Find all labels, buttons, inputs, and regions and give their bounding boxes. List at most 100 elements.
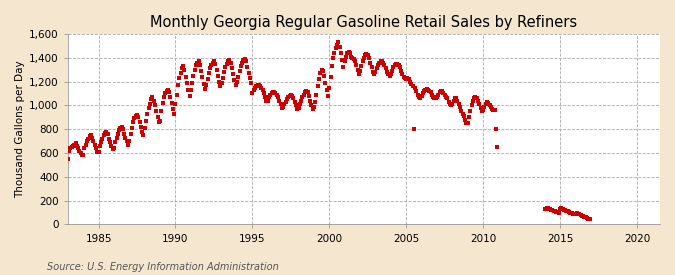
Point	[65, 146, 76, 150]
Point	[308, 104, 319, 109]
Point	[294, 102, 305, 106]
Point	[70, 141, 81, 146]
Point	[130, 114, 141, 118]
Point	[404, 77, 414, 81]
Point	[454, 102, 464, 106]
Point	[179, 67, 190, 72]
Point	[350, 59, 360, 64]
Point	[101, 130, 111, 134]
Point	[69, 142, 80, 147]
Point	[79, 146, 90, 150]
Point	[163, 88, 173, 92]
Point	[455, 104, 466, 109]
Point	[187, 81, 198, 85]
Point	[394, 65, 405, 70]
Point	[200, 87, 211, 91]
Point	[317, 69, 328, 73]
Point	[292, 107, 302, 111]
Point	[565, 210, 576, 215]
Point	[269, 90, 279, 95]
Point	[176, 66, 187, 71]
Point	[560, 208, 570, 212]
Point	[211, 67, 222, 72]
Point	[543, 206, 554, 210]
Point	[298, 92, 309, 97]
Point	[274, 98, 285, 103]
Point	[215, 84, 225, 89]
Point	[173, 83, 184, 87]
Point	[329, 51, 340, 55]
Point	[383, 72, 394, 77]
Point	[297, 95, 308, 99]
Point	[147, 95, 158, 99]
Point	[90, 146, 101, 150]
Point	[358, 56, 369, 60]
Point	[354, 69, 365, 73]
Point	[233, 75, 244, 79]
Point	[186, 88, 196, 92]
Point	[202, 77, 213, 81]
Point	[223, 59, 234, 64]
Point	[253, 83, 264, 87]
Point	[561, 208, 572, 213]
Point	[279, 102, 290, 106]
Point	[397, 72, 408, 77]
Point	[571, 211, 582, 215]
Point	[286, 92, 296, 97]
Point	[391, 62, 402, 66]
Point	[328, 56, 339, 60]
Point	[434, 90, 445, 95]
Point	[406, 82, 416, 86]
Point	[113, 132, 124, 136]
Point	[557, 207, 568, 211]
Point	[234, 69, 245, 73]
Point	[214, 79, 225, 84]
Point	[414, 95, 425, 99]
Point	[225, 60, 236, 65]
Point	[198, 82, 209, 86]
Point	[133, 115, 144, 120]
Point	[450, 96, 460, 100]
Point	[157, 101, 168, 105]
Point	[280, 100, 291, 104]
Point	[89, 142, 100, 147]
Point	[242, 65, 252, 70]
Point	[542, 206, 553, 211]
Point	[439, 92, 450, 97]
Point	[478, 108, 489, 112]
Point	[415, 96, 426, 100]
Point	[307, 107, 318, 111]
Point	[161, 89, 172, 93]
Point	[468, 96, 479, 100]
Point	[140, 119, 151, 123]
Point	[82, 139, 92, 143]
Point	[324, 85, 335, 90]
Point	[464, 115, 475, 120]
Point	[396, 69, 406, 73]
Point	[102, 132, 113, 136]
Point	[293, 106, 304, 110]
Point	[109, 146, 119, 150]
Point	[418, 89, 429, 93]
Point	[259, 91, 269, 96]
Point	[92, 150, 103, 154]
Point	[246, 81, 256, 85]
Point	[219, 70, 230, 74]
Point	[120, 135, 131, 140]
Point	[371, 66, 382, 71]
Point	[267, 90, 278, 95]
Point	[420, 88, 431, 92]
Point	[442, 96, 453, 100]
Point	[148, 98, 159, 103]
Point	[364, 56, 375, 60]
Point	[263, 98, 273, 103]
Point	[271, 92, 282, 97]
Point	[303, 94, 314, 98]
Point	[492, 145, 503, 149]
Point	[444, 102, 455, 106]
Point	[484, 103, 495, 108]
Point	[335, 51, 346, 55]
Point	[209, 59, 219, 64]
Point	[296, 98, 306, 103]
Point	[256, 85, 267, 90]
